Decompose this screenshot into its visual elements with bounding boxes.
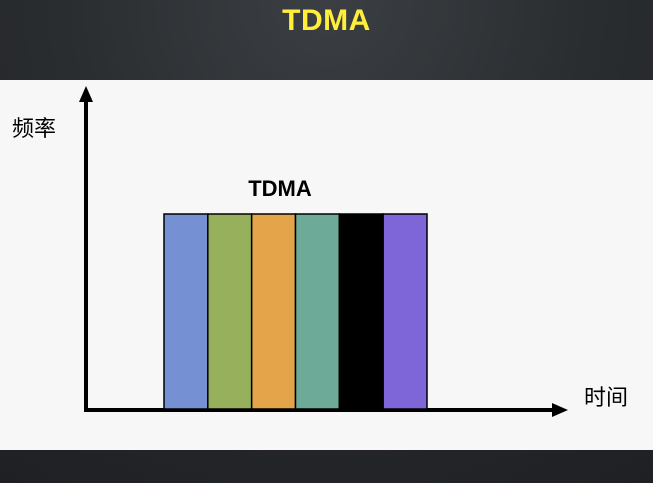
x-axis-arrowhead [552,403,568,417]
time-slot-6 [382,213,428,410]
time-slot-1 [163,213,209,410]
diagram-panel: 频率 时间 TDMA [0,80,653,450]
x-axis-label: 时间 [584,386,628,411]
y-axis-arrowhead [79,86,93,102]
slide-title: TDMA [282,4,371,37]
time-slots [163,213,428,410]
y-axis-label: 频率 [12,117,56,142]
time-slot-4 [294,213,341,410]
time-slot-2 [207,213,253,410]
tdma-diagram: 频率 时间 TDMA [12,86,628,417]
tdma-block-label: TDMA [248,176,312,201]
time-slot-5 [338,213,384,410]
time-slot-3 [250,213,297,410]
